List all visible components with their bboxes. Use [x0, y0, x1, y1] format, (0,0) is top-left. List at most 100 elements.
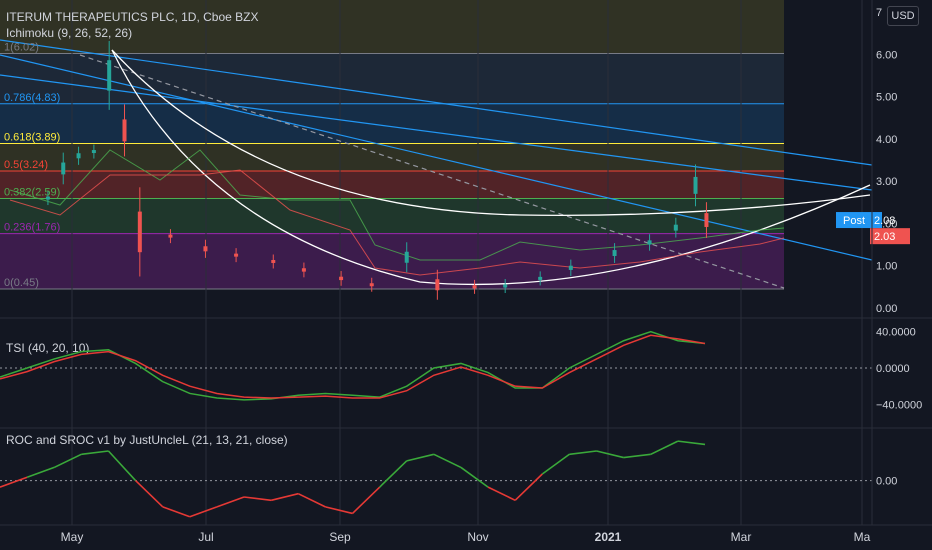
price-axis-tick: 3.00 [876, 176, 897, 188]
price-axis-tick: 5.00 [876, 92, 897, 104]
candle-body [472, 285, 477, 289]
x-axis-tick: Nov [467, 530, 488, 544]
candle-body [538, 276, 543, 280]
roc-segment [379, 460, 408, 488]
ichimoku-cloud [9, 149, 785, 276]
fib-level-label: 0.786(4.83) [4, 92, 60, 104]
price-axis-tick: 6.00 [876, 49, 897, 61]
post-badge-value: 2.08 [874, 215, 895, 227]
arc-curve [111, 49, 871, 286]
roc-segment [107, 450, 137, 482]
fib-band [0, 143, 784, 171]
candles [45, 40, 709, 300]
last-price-badge [870, 228, 910, 245]
fib-band-top [0, 0, 784, 54]
candle-body [137, 211, 142, 253]
candle-body [168, 234, 173, 238]
fib-level-label: 0.618(3.89) [4, 132, 60, 144]
candle-body [612, 250, 617, 256]
candle-body [435, 279, 440, 291]
roc-segment [650, 440, 679, 456]
candle-body [404, 251, 409, 263]
fib-band [0, 198, 784, 234]
roc-title: ROC and SROC v1 by JustUncleL (21, 13, 2… [6, 433, 288, 447]
x-axis-tick: May [61, 530, 84, 544]
tsi-line-red [0, 334, 706, 399]
x-axis-tick: Sep [329, 530, 351, 544]
roc-segment [514, 473, 543, 501]
price-axis-tick: 0.00 [876, 303, 897, 315]
roc-segment [460, 466, 489, 488]
ichimoku-span-a [9, 149, 785, 261]
trend-line [0, 54, 873, 261]
roc-segment [81, 450, 109, 456]
candle-body [693, 176, 698, 194]
tsi-title: TSI (40, 20, 10) [6, 341, 89, 355]
post-badge [836, 212, 882, 229]
fib-labels: 1(6.02) 0.786(4.83) 0.618(3.89) 0.5(3.24) 0.… [4, 41, 60, 289]
roc-segment [406, 453, 435, 462]
roc-segment [677, 440, 706, 446]
roc-segment [53, 453, 82, 469]
candle-body [107, 60, 112, 91]
candle-body [369, 283, 374, 287]
tsi-axis-tick: 40.0000 [876, 327, 916, 339]
candle-body [91, 150, 96, 154]
candle-body [647, 240, 652, 245]
candle-body [568, 265, 573, 270]
roc-segment [243, 496, 272, 502]
candle-body [122, 119, 127, 142]
roc-segment [135, 479, 164, 508]
post-badge-label: Post [843, 215, 865, 227]
ichimoku-span-b [9, 169, 785, 276]
price-axis-tick: 4.00 [876, 134, 897, 146]
roc-segment [623, 453, 651, 459]
tsi-panel: TSI (40, 20, 10) 40.0000 0.0000 −40.0000 [0, 317, 932, 411]
currency-button[interactable]: USD [887, 6, 919, 26]
candle-body [271, 259, 276, 263]
fib-level-label: 0(0.45) [4, 277, 39, 289]
candle-body [673, 224, 678, 231]
price-axis-tick: 7 [876, 7, 882, 19]
arc-curve [111, 49, 871, 216]
symbol-title: ITERUM THERAPEUTICS PLC, 1D, Cboe BZX [6, 10, 259, 24]
tsi-axis-tick: 0.0000 [876, 363, 910, 375]
candle-body [301, 268, 306, 272]
roc-segment [433, 453, 462, 469]
x-axis-tick: 2021 [595, 530, 622, 544]
roc-segment [0, 476, 28, 488]
fib-level-label: 0.5(3.24) [4, 159, 48, 171]
fib-level-label: 0.236(1.76) [4, 222, 60, 234]
roc-segment [297, 492, 326, 508]
roc-segment [216, 496, 245, 508]
candle-body [203, 246, 208, 252]
trend-line-dashed [79, 54, 785, 289]
roc-segment [26, 466, 55, 479]
price-axis-tick: 1.00 [876, 261, 897, 273]
x-axis-tick: Mar [731, 530, 752, 544]
roc-segment [270, 492, 299, 502]
grid [71, 0, 863, 525]
fib-level-label: 1(6.02) [4, 41, 39, 53]
roc-segment [569, 450, 597, 456]
roc-panel: ROC and SROC v1 by JustUncleL (21, 13, 2… [0, 427, 932, 518]
roc-segment [487, 486, 516, 502]
x-axis-tick: Jul [198, 530, 213, 544]
last-price-value: 2.03 [874, 231, 895, 243]
fib-band [0, 53, 784, 104]
roc-segment [351, 486, 381, 515]
ichimoku-label[interactable]: Ichimoku (9, 26, 52, 26) [6, 26, 133, 40]
candle-body [503, 284, 508, 288]
roc-segment [162, 506, 191, 518]
roc-segment [325, 506, 353, 515]
candle-body [234, 253, 239, 257]
candle-body [76, 153, 81, 159]
roc-segment [596, 450, 624, 459]
roc-segment [541, 453, 570, 475]
fib-band [0, 170, 784, 199]
drawing-tools [0, 39, 873, 289]
candle-body [339, 276, 344, 281]
candle-body [45, 196, 50, 200]
